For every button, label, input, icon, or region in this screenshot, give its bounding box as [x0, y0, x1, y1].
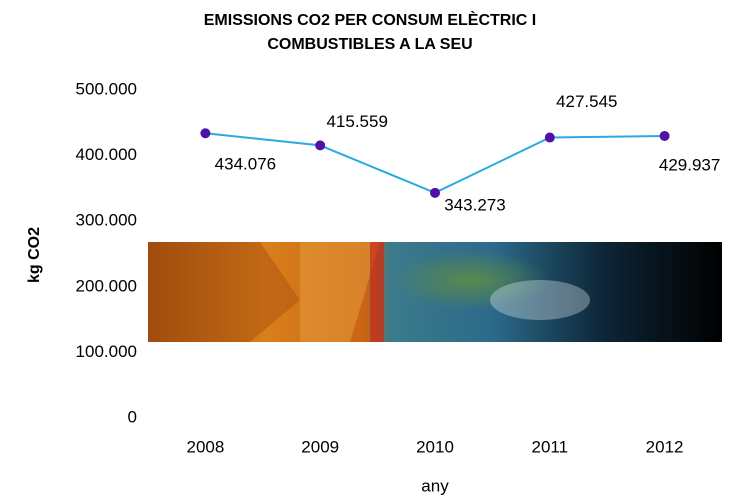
- y-tick-label: 100.000: [76, 342, 137, 361]
- data-label: 343.273: [444, 195, 505, 214]
- x-tick-label: 2008: [186, 437, 224, 456]
- x-tick-label: 2009: [301, 437, 339, 456]
- x-axis-label: any: [421, 476, 449, 495]
- marker: [544, 132, 555, 143]
- y-tick-label: 200.000: [76, 276, 137, 295]
- data-label: 427.545: [556, 92, 617, 111]
- marker: [430, 187, 440, 198]
- chart-title: COMBUSTIBLES A LA SEU: [267, 36, 472, 53]
- y-tick-label: 0: [128, 407, 137, 426]
- data-label: 415.559: [326, 112, 387, 131]
- marker: [315, 140, 326, 151]
- x-tick-label: 2012: [646, 437, 684, 456]
- x-tick-label: 2010: [416, 437, 454, 456]
- y-axis-label: kg CO2: [26, 227, 43, 283]
- y-tick-label: 500.000: [76, 79, 137, 98]
- data-label: 429.937: [659, 155, 720, 174]
- chart-title: EMISSIONS CO2 PER CONSUM ELÈCTRIC I: [204, 10, 536, 29]
- data-label: 434.076: [215, 155, 276, 174]
- y-tick-label: 400.000: [76, 145, 137, 164]
- marker: [659, 130, 670, 141]
- marker: [200, 128, 211, 139]
- background-image: [148, 242, 722, 342]
- x-tick-label: 2011: [532, 437, 569, 456]
- y-tick-label: 300.000: [76, 211, 137, 230]
